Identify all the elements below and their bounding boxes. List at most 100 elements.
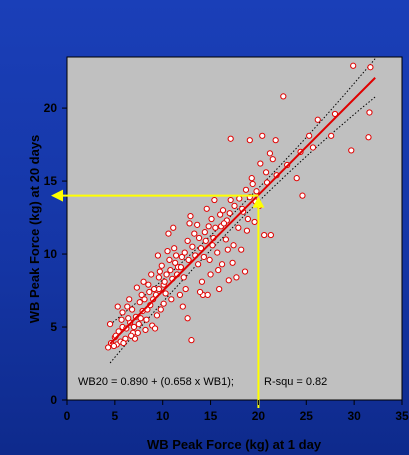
- data-point: [244, 215, 251, 223]
- x-tick-label: 5: [112, 409, 119, 423]
- data-point: [188, 337, 195, 344]
- data-point: [124, 303, 131, 310]
- data-point: [272, 137, 279, 144]
- x-tick-label: 20: [252, 409, 266, 423]
- data-point: [257, 160, 264, 167]
- data-point: [185, 256, 192, 263]
- data-point: [197, 245, 205, 252]
- data-point: [261, 231, 268, 239]
- data-point: [177, 264, 184, 271]
- data-point: [208, 215, 215, 223]
- data-point: [217, 211, 224, 218]
- data-point: [248, 175, 255, 182]
- data-point: [128, 332, 135, 339]
- data-point: [280, 93, 287, 100]
- data-point: [214, 249, 221, 256]
- data-point: [209, 242, 216, 249]
- y-tick-label: 0: [50, 393, 57, 407]
- data-point: [249, 180, 256, 188]
- data-point: [194, 221, 201, 228]
- data-point: [172, 259, 179, 266]
- data-point: [125, 315, 132, 322]
- data-point: [266, 150, 274, 157]
- data-point: [106, 321, 114, 328]
- data-point: [212, 224, 219, 231]
- ci-lower-line: [109, 96, 376, 364]
- data-point: [155, 274, 162, 281]
- axis-ticks: 0 5 10 15 20 25 30 35 0 5 10 15 20: [44, 101, 409, 423]
- data-point: [253, 188, 260, 195]
- y-tick-label: 5: [50, 320, 57, 334]
- data-point: [165, 230, 172, 237]
- data-point: [225, 277, 232, 284]
- data-point: [186, 220, 193, 227]
- confidence-band: [109, 58, 376, 364]
- data-point: [166, 256, 173, 263]
- data-point: [191, 230, 198, 237]
- data-point: [269, 156, 276, 163]
- data-point: [200, 253, 207, 261]
- data-point: [162, 290, 169, 297]
- data-point: [233, 274, 240, 281]
- data-point: [179, 303, 186, 310]
- data-point: [242, 186, 250, 193]
- data-point: [267, 231, 274, 239]
- annotation-left-arrowhead: [51, 189, 63, 202]
- data-point: [365, 134, 372, 141]
- data-point: [211, 196, 218, 204]
- data-point: [366, 109, 373, 116]
- data-point: [164, 248, 171, 255]
- data-point: [219, 207, 227, 214]
- data-point: [241, 268, 249, 275]
- data-point: [128, 306, 136, 313]
- data-point: [293, 175, 300, 182]
- data-point: [148, 271, 155, 278]
- data-point: [173, 252, 180, 259]
- data-point: [222, 236, 229, 243]
- data-point: [331, 110, 339, 118]
- data-point: [181, 249, 188, 256]
- y-tick-label: 10: [44, 247, 58, 261]
- plot-area: [66, 56, 403, 401]
- data-point: [184, 237, 191, 245]
- x-tick-label: 10: [156, 409, 170, 423]
- data-point: [230, 242, 237, 249]
- data-point: [161, 278, 168, 285]
- data-point: [205, 223, 212, 230]
- data-point: [207, 271, 214, 278]
- annotation-up-arrowhead: [252, 196, 265, 208]
- data-point: [105, 344, 112, 351]
- data-point: [133, 284, 140, 291]
- data-point: [203, 205, 210, 212]
- data-point: [299, 192, 306, 199]
- data-point: [195, 261, 202, 268]
- data-point: [204, 291, 211, 299]
- x-tick-label: 25: [300, 409, 314, 423]
- data-point: [187, 212, 194, 220]
- data-point: [110, 342, 118, 350]
- data-point: [146, 288, 153, 296]
- data-point: [314, 116, 321, 123]
- data-point: [215, 266, 222, 274]
- data-point: [243, 227, 251, 234]
- x-tick-label: 30: [347, 409, 361, 423]
- y-tick-label: 15: [44, 174, 58, 188]
- x-tick-label: 0: [64, 409, 71, 423]
- data-point: [180, 274, 187, 281]
- data-point: [196, 288, 204, 296]
- data-point: [151, 325, 159, 332]
- data-point: [171, 245, 178, 252]
- data-point: [350, 62, 357, 69]
- x-tick-label: 15: [204, 409, 218, 423]
- data-point: [143, 316, 150, 323]
- data-point: [236, 195, 243, 202]
- data-point: [140, 278, 147, 285]
- data-point: [137, 315, 144, 322]
- data-point: [114, 303, 121, 310]
- regression-line: [109, 77, 376, 345]
- data-point: [167, 266, 174, 274]
- data-point: [218, 261, 226, 268]
- data-point: [168, 296, 175, 303]
- data-point: [235, 224, 242, 231]
